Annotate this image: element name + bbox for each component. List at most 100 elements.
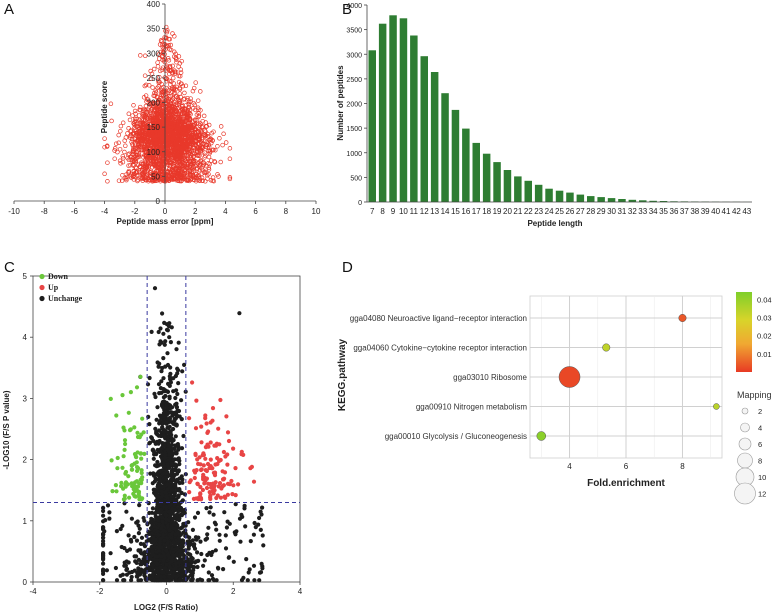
panel-letter-d: D: [342, 259, 353, 276]
c-data-point: [176, 444, 181, 449]
c-data-point: [129, 574, 134, 580]
a-data-point: [128, 162, 133, 168]
c-data-point: [176, 340, 181, 345]
a-data-point: [206, 171, 211, 177]
a-data-point: [179, 129, 185, 134]
c-data-point: [167, 485, 172, 490]
c-data-point: [149, 544, 154, 550]
c-data-point: [130, 467, 135, 472]
c-data-point: [183, 531, 188, 536]
a-data-point: [143, 175, 149, 181]
a-data-point: [213, 147, 218, 153]
c-data-point: [167, 394, 172, 399]
a-data-point: [142, 152, 147, 158]
c-x-tick-label: -4: [29, 587, 37, 596]
c-data-point: [109, 458, 114, 463]
c-data-point: [198, 462, 203, 467]
a-data-point: [146, 83, 152, 88]
a-data-point: [130, 174, 136, 180]
a-data-point: [212, 159, 218, 165]
a-data-point: [130, 113, 135, 118]
a-data-point: [227, 146, 233, 151]
c-data-point: [181, 521, 186, 527]
a-data-point: [192, 127, 197, 133]
a-data-point: [126, 111, 132, 117]
a-x-tick-label: -8: [41, 207, 49, 216]
c-data-point: [226, 555, 231, 560]
c-data-point: [113, 483, 118, 488]
c-data-point: [173, 434, 178, 439]
a-data-point: [227, 156, 233, 162]
a-data-point: [215, 172, 220, 177]
c-data-point: [171, 516, 176, 521]
a-x-tick-label: 8: [284, 207, 289, 216]
c-data-point: [182, 362, 187, 367]
a-data-point: [132, 116, 138, 122]
c-data-point: [169, 559, 174, 564]
c-data-point: [199, 551, 204, 557]
a-data-point: [206, 165, 211, 170]
c-data-point: [190, 538, 195, 543]
a-data-point: [169, 70, 175, 75]
b-x-tick-label: 7: [370, 207, 375, 216]
a-data-point: [185, 95, 190, 101]
a-data-point: [140, 112, 145, 117]
c-data-point: [150, 481, 155, 486]
a-data-point: [183, 151, 188, 156]
a-data-point: [201, 160, 207, 166]
c-data-point: [156, 532, 161, 537]
c-data-point: [210, 406, 216, 411]
panel-d-pathway-labels: gga04080 Neuroactive ligand−receptor int…: [350, 314, 528, 441]
a-data-point: [130, 143, 136, 148]
a-data-point: [157, 68, 163, 74]
c-data-point: [241, 575, 246, 581]
c-data-point: [241, 452, 246, 457]
c-data-point: [147, 422, 152, 427]
a-data-point: [197, 132, 202, 137]
a-data-point: [153, 90, 159, 95]
a-data-point: [138, 119, 144, 125]
c-data-point: [155, 459, 160, 465]
a-data-point: [196, 113, 202, 118]
a-data-point: [163, 35, 169, 41]
b-x-tick-label: 28: [586, 207, 595, 216]
c-data-point: [203, 416, 208, 421]
a-data-point: [168, 169, 173, 175]
c-data-point: [154, 417, 159, 422]
b-bar: [441, 93, 449, 202]
c-data-point: [174, 574, 179, 579]
a-data-point: [158, 111, 163, 117]
c-data-point: [159, 507, 164, 512]
c-data-point: [152, 286, 158, 291]
c-data-point: [150, 549, 155, 554]
c-data-point: [169, 494, 175, 499]
c-data-point: [170, 451, 175, 456]
a-data-point: [196, 145, 201, 150]
c-data-point: [214, 527, 219, 532]
a-data-point: [193, 133, 198, 139]
c-data-point: [213, 548, 218, 553]
b-bar: [607, 198, 616, 202]
b-bar: [399, 18, 408, 202]
a-data-point: [161, 46, 167, 52]
c-data-point: [167, 509, 172, 514]
c-data-point: [150, 448, 155, 453]
a-data-point: [133, 145, 139, 151]
a-data-point: [140, 124, 145, 130]
c-data-point: [199, 424, 204, 429]
c-data-point: [150, 539, 155, 544]
c-data-point: [120, 393, 125, 398]
c-data-point: [159, 379, 164, 384]
b-y-tick-label: 0: [358, 200, 362, 207]
a-data-point: [197, 177, 202, 183]
a-data-point: [191, 154, 197, 159]
b-bar: [482, 153, 491, 202]
a-data-point: [120, 153, 126, 159]
c-data-point: [151, 473, 157, 478]
a-data-point: [123, 143, 128, 149]
c-data-point: [190, 380, 195, 385]
a-data-point: [218, 124, 224, 129]
c-data-point: [178, 512, 183, 517]
a-data-point: [177, 178, 182, 184]
c-data-point: [261, 543, 266, 548]
